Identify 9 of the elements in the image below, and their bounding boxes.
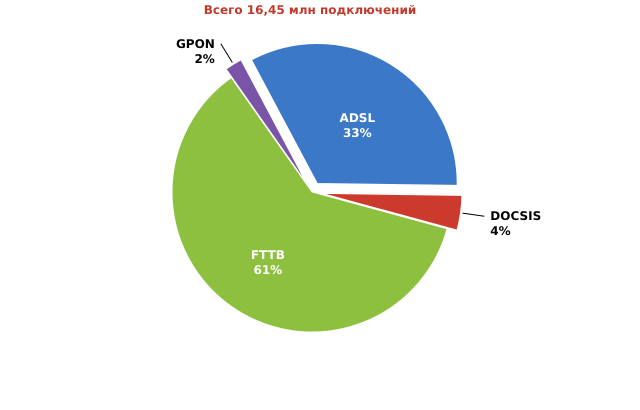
- data-label: 2%: [194, 52, 215, 66]
- data-label: 61%: [253, 263, 282, 278]
- data-label: 33%: [342, 126, 372, 140]
- data-label: 4%: [490, 224, 511, 238]
- chart-title: Всего 16,45 млн подключений: [204, 3, 416, 17]
- slice-label: FTTB: [250, 248, 285, 262]
- slice-label: ADSL: [340, 110, 376, 125]
- slice-label: GPON: [176, 36, 215, 51]
- slice-label: DOCSIS: [490, 209, 542, 224]
